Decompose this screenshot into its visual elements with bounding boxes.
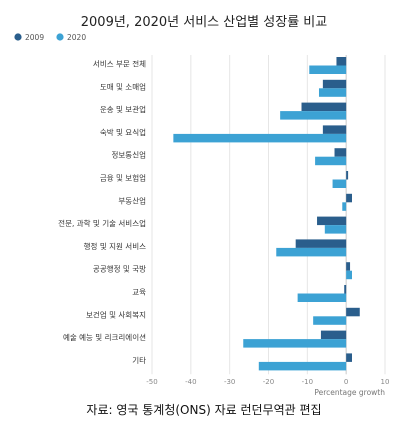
bar-2020 [346, 270, 352, 280]
bar-2009 [317, 216, 347, 226]
x-tick-label: -50 [146, 378, 157, 386]
bar-2009 [346, 353, 352, 362]
category-label: 금융 및 보험업 [100, 173, 146, 183]
bar-2020 [315, 156, 347, 166]
legend-swatch [56, 33, 64, 41]
legend-label: 2020 [67, 33, 86, 42]
x-tick-label: -30 [224, 378, 235, 386]
category-label: 숙박 및 요식업 [100, 127, 146, 137]
bar-2020 [243, 339, 347, 348]
x-tick-label: -20 [263, 378, 274, 386]
x-tick-label: 0 [344, 378, 348, 386]
bar-2009 [322, 125, 347, 134]
bar-2009 [322, 79, 347, 89]
category-label: 보건업 및 사회복지 [86, 309, 146, 319]
category-label: 교육 [132, 288, 146, 297]
bar-2020 [309, 65, 347, 74]
x-tick-label: 10 [381, 378, 390, 386]
bar-2009 [346, 193, 352, 203]
x-tick-label: -10 [302, 378, 313, 386]
bar-2009 [346, 171, 349, 180]
category-label: 서비스 부문 전체 [93, 59, 146, 69]
category-label: 예술 예능 및 리크리에이션 [63, 332, 146, 342]
category-label: 기타 [132, 356, 146, 365]
category-label: 전문, 과학 및 기술 서비스업 [58, 218, 146, 228]
x-tick-labels: -50 -40 -30 -20 -10 0 10 [146, 378, 389, 386]
bar-2020 [318, 88, 347, 97]
bar-2009 [346, 262, 351, 271]
bar-2020 [297, 293, 347, 302]
bar-2009 [336, 57, 347, 66]
bar-2020 [332, 179, 347, 188]
category-label: 공공행정 및 국방 [93, 264, 146, 274]
category-label: 부동산업 [118, 195, 146, 205]
bar-2020 [324, 225, 347, 234]
bar-2020 [342, 202, 347, 211]
bar-2020 [258, 361, 347, 371]
legend-label: 2009 [25, 33, 44, 42]
category-label: 정보통신업 [112, 150, 147, 160]
category-label: 운송 및 보관업 [100, 104, 146, 114]
bar-2020 [313, 316, 347, 325]
bar-2009 [320, 330, 347, 340]
gridlines [151, 55, 386, 375]
x-tick-label: -40 [185, 378, 196, 386]
bars [173, 57, 360, 371]
legend: 2009 2020 [14, 33, 86, 42]
x-axis-label: Percentage growth [314, 388, 385, 397]
chart-title: 2009년, 2020년 서비스 산업별 성장률 비교 [80, 15, 328, 30]
bar-2009 [346, 307, 360, 317]
bar-2009 [301, 102, 347, 112]
bar-2009 [295, 239, 347, 248]
source-caption: 자료: 영국 통계청(ONS) 자료 런던무역관 편집 [86, 403, 322, 417]
category-label: 행정 및 지원 서비스 [84, 241, 146, 251]
bar-2020 [173, 133, 347, 143]
bar-2009 [334, 148, 347, 157]
category-label: 도매 및 소매업 [100, 81, 146, 91]
bar-2009 [344, 285, 347, 294]
bar-2020 [280, 111, 347, 120]
legend-swatch [14, 33, 22, 41]
bar-2020 [276, 247, 347, 257]
